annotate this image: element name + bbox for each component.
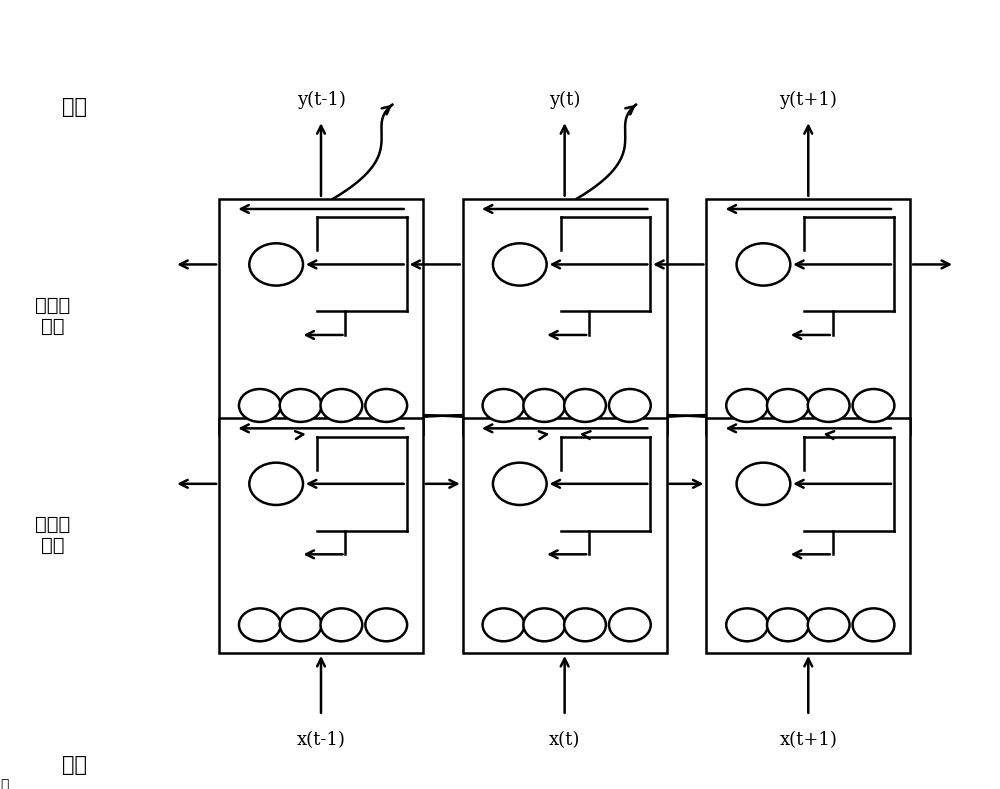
Text: 输入: 输入 bbox=[62, 755, 87, 775]
Circle shape bbox=[767, 608, 809, 641]
Circle shape bbox=[249, 462, 303, 505]
Circle shape bbox=[523, 608, 565, 641]
Circle shape bbox=[365, 389, 407, 422]
Bar bbox=[706, 418, 910, 653]
Circle shape bbox=[853, 608, 894, 641]
Circle shape bbox=[564, 389, 606, 422]
Text: 测: 测 bbox=[0, 778, 8, 789]
Circle shape bbox=[808, 608, 850, 641]
Text: x(t+1): x(t+1) bbox=[779, 731, 837, 750]
Circle shape bbox=[280, 389, 321, 422]
Circle shape bbox=[483, 608, 524, 641]
Circle shape bbox=[767, 389, 809, 422]
Circle shape bbox=[239, 389, 281, 422]
Bar bbox=[219, 418, 423, 653]
Text: x(t-1): x(t-1) bbox=[297, 731, 345, 750]
Circle shape bbox=[483, 389, 524, 422]
Circle shape bbox=[365, 608, 407, 641]
Circle shape bbox=[280, 608, 321, 641]
Text: 向后迭
代层: 向后迭 代层 bbox=[35, 297, 70, 335]
Text: y(t): y(t) bbox=[549, 90, 580, 109]
Circle shape bbox=[564, 608, 606, 641]
Text: 输出: 输出 bbox=[62, 97, 87, 117]
Circle shape bbox=[321, 608, 362, 641]
Circle shape bbox=[523, 389, 565, 422]
Bar bbox=[463, 418, 667, 653]
Text: y(t-1): y(t-1) bbox=[297, 90, 345, 109]
Bar bbox=[706, 199, 910, 434]
Circle shape bbox=[808, 389, 850, 422]
Text: y(t+1): y(t+1) bbox=[779, 90, 837, 109]
Circle shape bbox=[239, 608, 281, 641]
Circle shape bbox=[737, 243, 790, 286]
Circle shape bbox=[737, 462, 790, 505]
Text: 向前迭
代层: 向前迭 代层 bbox=[35, 516, 70, 555]
Circle shape bbox=[853, 389, 894, 422]
Circle shape bbox=[249, 243, 303, 286]
Circle shape bbox=[493, 462, 547, 505]
Circle shape bbox=[493, 243, 547, 286]
Circle shape bbox=[609, 608, 651, 641]
Circle shape bbox=[726, 389, 768, 422]
Bar bbox=[463, 199, 667, 434]
Text: x(t): x(t) bbox=[549, 731, 580, 750]
Circle shape bbox=[726, 608, 768, 641]
Bar bbox=[219, 199, 423, 434]
Circle shape bbox=[321, 389, 362, 422]
Circle shape bbox=[609, 389, 651, 422]
